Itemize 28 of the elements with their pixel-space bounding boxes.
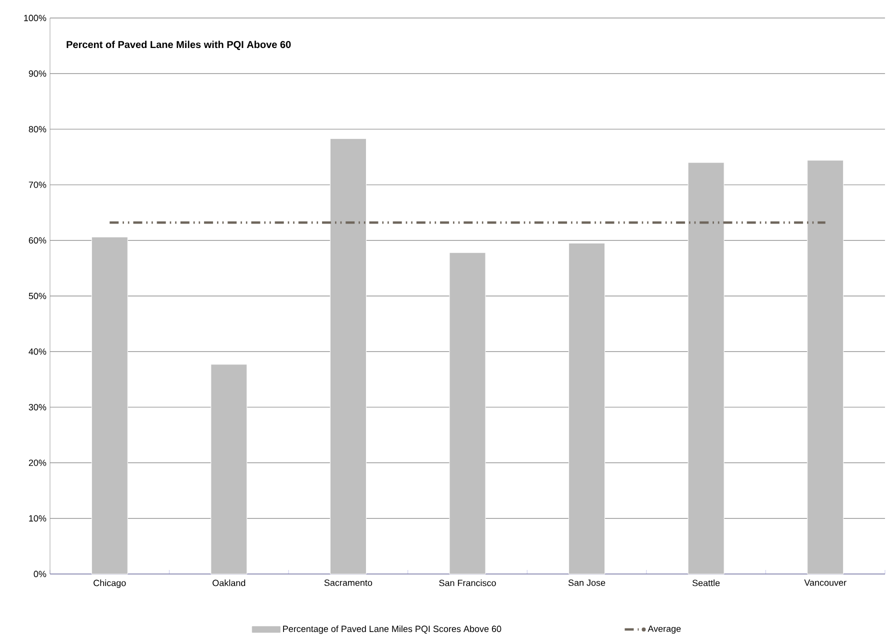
legend-label: Percentage of Paved Lane Miles PQI Scores Above 60 (283, 625, 502, 634)
y-tick-label: 40% (28, 348, 46, 355)
x-tick-label: San Francisco (439, 580, 496, 586)
y-tick-label: 80% (28, 126, 46, 132)
x-tick-label: Sacramento (324, 580, 372, 586)
bar (449, 252, 486, 574)
y-tick-label: 10% (29, 515, 46, 522)
y-tick-label: 100% (24, 14, 46, 22)
x-tick-label: Chicago (94, 580, 126, 588)
y-tick-label: 30% (28, 404, 46, 410)
bar (807, 160, 844, 574)
bar (568, 242, 606, 574)
x-tick-label: Seattle (692, 580, 720, 586)
y-tick-label: 50% (28, 292, 46, 300)
legend-label: Average (648, 626, 681, 634)
y-tick-label: 0% (34, 570, 46, 578)
bar (91, 236, 128, 574)
x-tick-label: San Jose (568, 580, 606, 586)
bar (330, 138, 366, 574)
y-tick-label: 20% (28, 460, 46, 466)
x-tick-label: Oakland (212, 580, 246, 586)
bar (688, 162, 724, 574)
y-tick-label: 90% (28, 70, 46, 77)
text: Percent of Paved Lane Miles with PQI Above 60 (66, 40, 291, 50)
y-tick-label: 60% (28, 237, 46, 244)
bar (210, 364, 248, 574)
x-tick-label: Vancouver (804, 580, 846, 586)
y-tick-label: 70% (28, 182, 46, 188)
